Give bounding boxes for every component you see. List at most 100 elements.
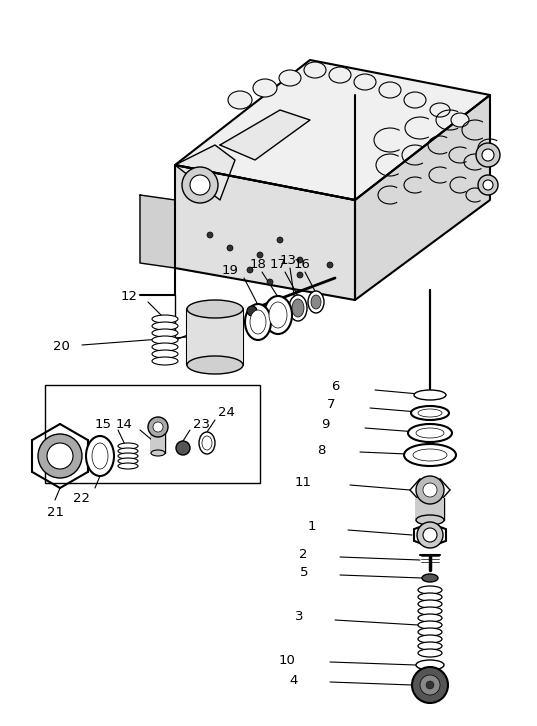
Circle shape (426, 681, 434, 689)
Ellipse shape (411, 406, 449, 420)
Ellipse shape (279, 70, 301, 86)
Ellipse shape (292, 299, 304, 317)
Bar (45, 385, 260, 483)
Circle shape (247, 306, 257, 316)
Ellipse shape (418, 586, 442, 594)
Polygon shape (220, 110, 310, 160)
Ellipse shape (269, 302, 287, 328)
Ellipse shape (416, 660, 444, 670)
Circle shape (207, 232, 213, 238)
Ellipse shape (379, 82, 401, 98)
Ellipse shape (413, 449, 447, 461)
Text: 19: 19 (221, 264, 238, 277)
Ellipse shape (418, 628, 442, 636)
Text: 4: 4 (289, 674, 298, 687)
Ellipse shape (264, 296, 292, 334)
Text: 2: 2 (300, 549, 308, 561)
Ellipse shape (404, 444, 456, 466)
Bar (187, 309, 243, 365)
Circle shape (412, 667, 448, 703)
Circle shape (423, 483, 437, 497)
Text: 18: 18 (250, 258, 266, 271)
Text: 3: 3 (294, 611, 303, 624)
Ellipse shape (118, 458, 138, 464)
Text: 15: 15 (95, 417, 112, 431)
Polygon shape (175, 60, 490, 200)
Circle shape (416, 476, 444, 504)
Ellipse shape (253, 79, 277, 97)
Ellipse shape (354, 74, 376, 90)
Ellipse shape (430, 103, 450, 117)
Text: 13: 13 (279, 253, 296, 266)
Ellipse shape (451, 113, 469, 127)
Ellipse shape (418, 600, 442, 608)
Ellipse shape (329, 67, 351, 83)
Circle shape (478, 175, 498, 195)
Ellipse shape (416, 428, 444, 438)
Polygon shape (355, 95, 490, 300)
Circle shape (327, 262, 333, 268)
Circle shape (297, 257, 303, 263)
Polygon shape (175, 145, 235, 200)
Ellipse shape (414, 390, 446, 400)
Ellipse shape (311, 295, 321, 309)
Ellipse shape (408, 424, 452, 442)
Ellipse shape (418, 621, 442, 629)
Ellipse shape (152, 350, 178, 358)
Text: 23: 23 (193, 417, 210, 431)
Circle shape (148, 417, 168, 437)
Ellipse shape (152, 343, 178, 351)
Ellipse shape (151, 427, 165, 433)
Circle shape (267, 279, 273, 285)
Ellipse shape (418, 409, 442, 417)
Circle shape (176, 441, 190, 455)
Circle shape (182, 167, 218, 203)
Ellipse shape (304, 62, 326, 78)
Circle shape (47, 443, 73, 469)
Ellipse shape (404, 92, 426, 108)
Ellipse shape (152, 357, 178, 365)
Text: 9: 9 (322, 418, 330, 431)
Ellipse shape (118, 453, 138, 459)
Text: 17: 17 (270, 258, 287, 271)
Text: 10: 10 (278, 653, 295, 666)
Ellipse shape (152, 315, 178, 323)
Polygon shape (140, 195, 175, 268)
Text: 12: 12 (121, 290, 138, 303)
Polygon shape (175, 165, 355, 300)
Circle shape (482, 149, 494, 161)
Text: 6: 6 (332, 380, 340, 393)
Ellipse shape (245, 304, 271, 340)
Ellipse shape (118, 463, 138, 469)
Ellipse shape (187, 356, 243, 374)
Text: 24: 24 (218, 407, 235, 420)
Ellipse shape (151, 450, 165, 456)
Ellipse shape (118, 448, 138, 454)
Circle shape (420, 675, 440, 695)
Ellipse shape (199, 432, 215, 454)
Text: 11: 11 (295, 476, 312, 489)
Circle shape (153, 422, 163, 432)
Text: 22: 22 (73, 492, 90, 505)
Circle shape (257, 252, 263, 258)
Ellipse shape (250, 310, 266, 334)
Circle shape (277, 237, 283, 243)
Bar (416, 498, 444, 520)
Circle shape (38, 434, 82, 478)
Circle shape (417, 522, 443, 548)
Ellipse shape (187, 300, 243, 318)
Text: 14: 14 (115, 417, 132, 431)
Text: 20: 20 (53, 340, 70, 354)
Ellipse shape (92, 443, 108, 469)
Text: 16: 16 (294, 258, 310, 271)
Ellipse shape (152, 329, 178, 337)
Ellipse shape (86, 436, 114, 476)
Ellipse shape (416, 515, 444, 525)
Ellipse shape (418, 649, 442, 657)
Text: 7: 7 (326, 399, 335, 412)
Circle shape (423, 528, 437, 542)
Ellipse shape (289, 295, 307, 321)
Ellipse shape (118, 443, 138, 449)
Text: 5: 5 (300, 566, 308, 579)
Ellipse shape (308, 291, 324, 313)
